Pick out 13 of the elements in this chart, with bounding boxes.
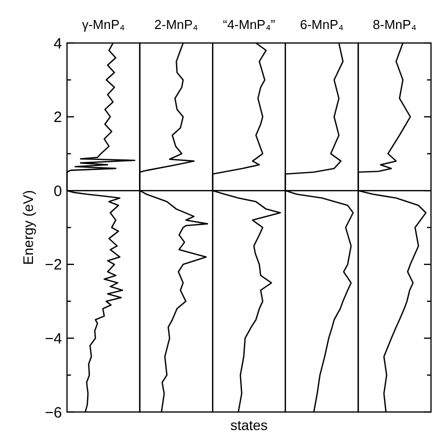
y-tick-label: 0 [54,182,62,200]
y-tick-label: −6 [44,404,62,422]
chart-title: γ-MnP₄ [82,17,125,32]
y-tick-label: −4 [44,330,62,348]
x-axis-title: states [230,417,268,433]
chart-title: 8-MnP₄ [372,17,416,32]
chart-title: 6-MnP₄ [300,17,344,32]
chart-title: “4-MnP₄” [222,17,276,32]
y-tick-label: 2 [54,109,62,126]
chart-title: 2-MnP₄ [154,17,198,32]
y-axis-title: Energy (eV) [20,190,36,265]
y-tick-label: −2 [44,256,62,274]
y-tick-label: 4 [54,35,62,52]
